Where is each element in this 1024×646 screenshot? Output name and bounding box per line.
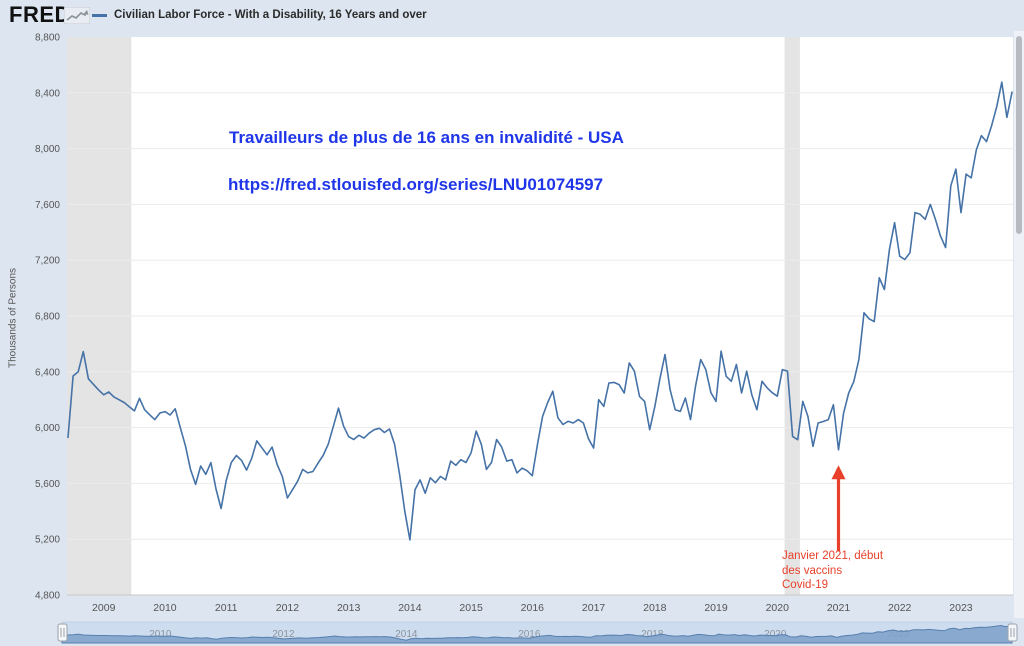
y-tick-label: 6,400 [35, 367, 60, 378]
vertical-scrollbar[interactable] [1014, 31, 1024, 618]
navigator-year-label: 2020 [764, 629, 787, 640]
chart-header: FRED Civilian Labor Force - With a Disab… [0, 0, 1024, 31]
main-chart-svg[interactable]: 4,800 5,200 5,600 6,000 6,400 6,800 7,200 7,600… [0, 0, 1024, 620]
annotation-series-url[interactable]: https://fred.stlouisfed.org/series/LNU01… [228, 175, 604, 194]
y-tick-label: 7,600 [35, 200, 60, 211]
x-tick-label: 2011 [215, 602, 238, 614]
x-tick-label: 2019 [704, 602, 728, 614]
y-tick-label: 8,400 [35, 88, 60, 99]
x-tick-label: 2014 [398, 602, 422, 614]
x-tick-label: 2010 [153, 602, 177, 614]
navigator-year-label: 2018 [641, 629, 664, 640]
vaccine-note-line: Janvier 2021, début [782, 550, 884, 562]
navigator-year-label: 2012 [272, 629, 295, 640]
fred-logo[interactable]: FRED [9, 2, 71, 27]
x-tick-label: 2016 [521, 602, 545, 614]
range-selector[interactable]: 2010201220142016201820202022 [0, 620, 1024, 646]
navigator-year-label: 2016 [518, 629, 541, 640]
y-tick-label: 8,800 [35, 33, 60, 44]
navigator-left-handle[interactable] [57, 623, 68, 642]
annotation-title-fr: Travailleurs de plus de 16 ans en invali… [229, 128, 624, 147]
navigator-year-label: 2014 [395, 629, 418, 640]
fred-logo-graph-icon [64, 7, 90, 24]
x-tick-label: 2013 [337, 602, 361, 614]
x-tick-label: 2017 [582, 602, 606, 614]
x-tick-label: 2012 [276, 602, 300, 614]
x-tick-label: 2018 [643, 602, 667, 614]
y-tick-label: 5,600 [35, 479, 60, 490]
navigator-year-label: 2010 [149, 629, 172, 640]
x-tick-label: 2022 [888, 602, 912, 614]
y-tick-label: 8,000 [35, 144, 60, 155]
x-tick-label: 2021 [827, 602, 851, 614]
x-tick-label: 2009 [92, 602, 116, 614]
y-tick-label: 6,800 [35, 312, 60, 323]
navigator-preview-area [61, 624, 1013, 644]
y-tick-label: 7,200 [35, 256, 60, 267]
vaccine-arrow-head [831, 465, 846, 480]
series-legend: Civilian Labor Force - With a Disability… [92, 9, 427, 21]
x-tick-label: 2015 [459, 602, 483, 614]
legend-label: Civilian Labor Force - With a Disability… [114, 9, 427, 21]
scrollbar-thumb[interactable] [1016, 36, 1022, 234]
navigator-right-handle[interactable] [1007, 623, 1018, 642]
y-tick-label: 4,800 [35, 591, 60, 602]
series-line[interactable] [67, 81, 1013, 541]
vaccine-note-line: Covid-19 [782, 579, 829, 591]
x-tick-label: 2020 [766, 602, 790, 614]
annotation-vaccine-note: Janvier 2021, début des vaccins Covid-19 [782, 549, 883, 593]
y-tick-label: 6,000 [35, 423, 60, 434]
legend-line-swatch [92, 13, 107, 17]
y-tick-label: 5,200 [35, 535, 60, 546]
x-tick-label: 2023 [949, 602, 973, 614]
vaccine-note-line: des vaccins [782, 564, 843, 577]
